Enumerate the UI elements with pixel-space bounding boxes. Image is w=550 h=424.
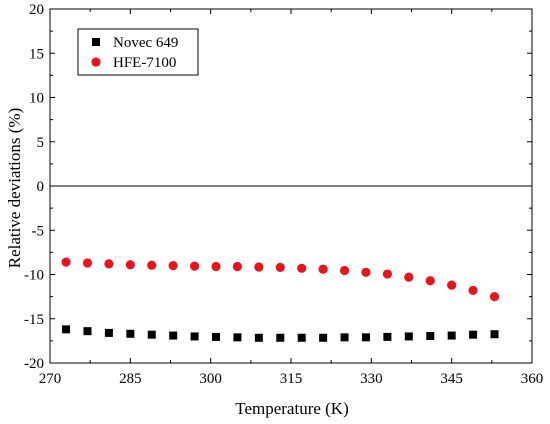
data-point-square: [212, 332, 221, 341]
legend-marker-novec-649: [92, 38, 100, 46]
x-tick-label: 300: [199, 371, 222, 387]
x-axis-title: Temperature (K): [235, 399, 349, 418]
data-point-square: [126, 329, 135, 338]
data-point-square: [490, 330, 499, 339]
data-point-square: [169, 331, 178, 340]
data-point-square: [447, 331, 456, 340]
x-tick-label: 330: [360, 371, 383, 387]
data-point-circle: [361, 267, 371, 277]
data-point-circle: [382, 269, 392, 279]
legend-label-novec-649: Novec 649: [113, 35, 178, 51]
data-point-circle: [318, 264, 328, 274]
x-tick-label: 315: [280, 371, 303, 387]
data-point-circle: [232, 261, 243, 272]
y-tick-label: -15: [24, 312, 44, 328]
data-point-square: [319, 333, 328, 342]
y-axis-ticks: 20 15 10 5 0 -5 -10 -15 -20: [24, 2, 532, 372]
x-tick-label: 270: [39, 371, 62, 387]
data-point-circle: [168, 261, 178, 271]
y-tick-label: -5: [32, 223, 45, 239]
data-point-circle: [275, 262, 285, 273]
data-point-square: [426, 332, 435, 341]
data-point-circle: [447, 280, 457, 290]
data-point-square: [297, 333, 306, 342]
y-axis-title: Relative deviations (%): [5, 108, 24, 269]
y-tick-label: 15: [29, 46, 44, 62]
data-point-circle: [297, 263, 307, 273]
data-point-square: [233, 333, 242, 342]
y-tick-label: 0: [37, 179, 45, 195]
x-tick-label: 285: [119, 371, 142, 387]
data-point-square: [383, 332, 392, 341]
data-point-square: [469, 330, 478, 339]
legend-box: [77, 28, 199, 76]
data-point-square: [254, 333, 263, 342]
y-tick-label: 20: [29, 2, 44, 18]
data-point-circle: [82, 258, 93, 268]
data-point-circle: [404, 272, 414, 282]
data-point-square: [83, 327, 92, 336]
data-point-square: [404, 332, 413, 341]
y-tick-label: -20: [24, 356, 44, 372]
y-tick-label: -10: [24, 268, 44, 284]
data-point-square: [190, 332, 199, 341]
data-point-square: [361, 333, 370, 342]
data-point-circle: [339, 265, 350, 276]
data-point-circle: [147, 260, 157, 270]
x-axis-ticks: 270 285 300 315 330 345 360: [39, 9, 544, 387]
data-point-circle: [425, 276, 435, 286]
data-point-circle: [104, 259, 114, 269]
data-point-square: [340, 333, 349, 342]
data-point-square: [62, 325, 71, 334]
y-tick-label: 5: [37, 135, 45, 151]
series-layer: [61, 257, 500, 342]
data-point-circle: [468, 285, 478, 296]
x-tick-label: 345: [440, 371, 463, 387]
data-point-circle: [190, 261, 200, 271]
legend-marker-hfe-7100: [91, 57, 101, 67]
data-point-circle: [125, 260, 135, 270]
legend-label-hfe-7100: HFE-7100: [113, 55, 176, 71]
legend: Novec 649 HFE-7100: [77, 28, 199, 76]
data-point-square: [147, 330, 156, 339]
y-tick-label: 10: [29, 91, 44, 107]
series-novec-649: [62, 325, 499, 342]
x-tick-label: 360: [521, 371, 544, 387]
data-point-square: [104, 328, 113, 337]
data-point-circle: [254, 262, 264, 272]
data-point-circle: [489, 292, 500, 302]
data-point-circle: [211, 261, 221, 272]
series-hfe-7100: [61, 257, 500, 302]
data-point-circle: [61, 257, 71, 267]
data-point-square: [276, 333, 285, 342]
